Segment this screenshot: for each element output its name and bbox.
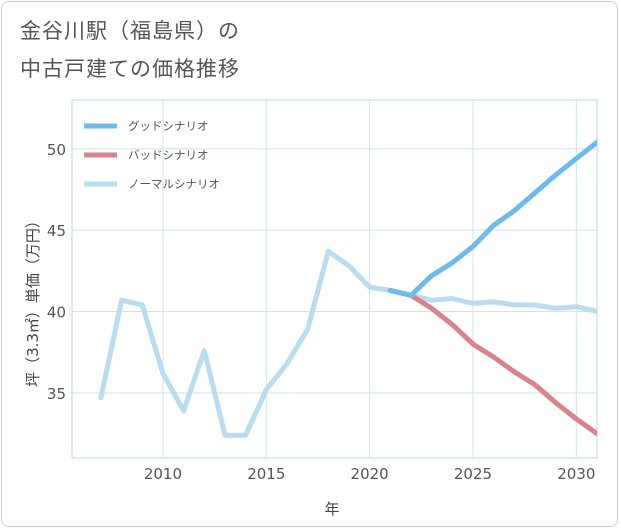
legend-label: グッドシナリオ [128, 119, 209, 133]
plot-frame [71, 99, 598, 459]
series-line-good [387, 139, 597, 298]
x-tick-label: 2015 [247, 465, 285, 483]
y-axis-title: 坪（3.3㎡）単価（万円） [24, 213, 42, 387]
legend-label: バッドシナリオ [128, 148, 209, 162]
y-tick-label: 40 [47, 304, 66, 322]
x-tick-label: 2020 [351, 465, 389, 483]
y-tick-label: 50 [47, 141, 66, 159]
chart-title: 金谷川駅（福島県）の 中古戸建ての価格推移 [20, 19, 240, 81]
legend-label: ノーマルシナリオ [128, 177, 220, 191]
x-axis-title: 年 [324, 500, 339, 518]
x-tick-label: 2025 [454, 465, 492, 483]
series-line-bad [387, 287, 597, 437]
y-tick-label: 45 [47, 222, 66, 240]
series-line-normal [98, 248, 597, 438]
x-tick-label: 2010 [144, 465, 182, 483]
grid [71, 99, 598, 459]
tick-labels: 2010 2015 2020 2025 2030 35 40 45 50 [47, 141, 596, 483]
series-layer [98, 139, 597, 438]
x-tick-label: 2030 [557, 465, 595, 483]
y-tick-label: 35 [47, 385, 66, 403]
